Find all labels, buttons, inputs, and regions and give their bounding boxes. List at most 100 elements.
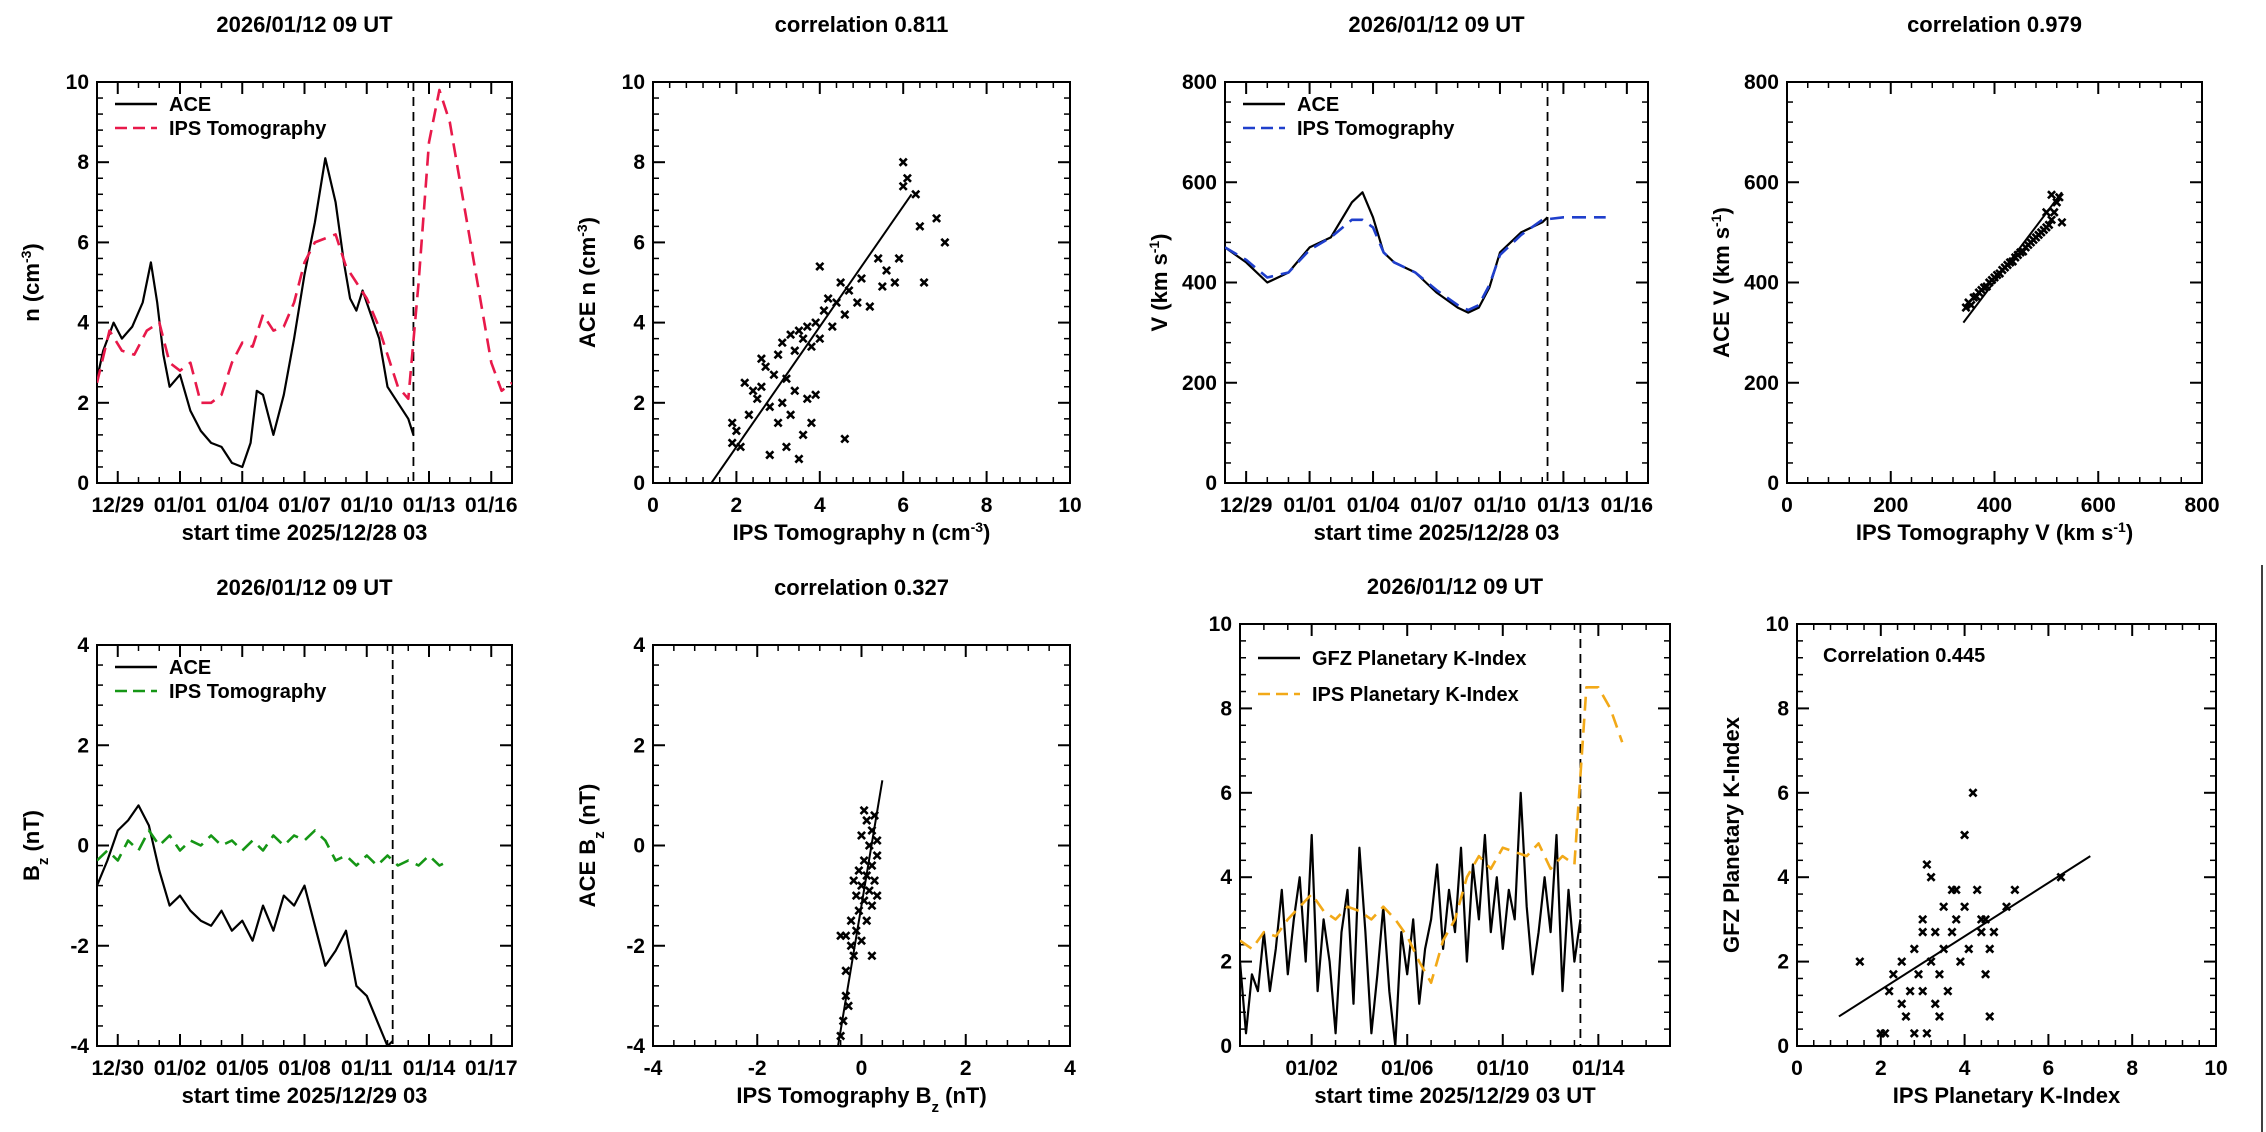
y-tick-label: 0 xyxy=(1205,472,1217,495)
data-point xyxy=(836,1031,846,1041)
x-tick-label: 10 xyxy=(2204,1057,2227,1080)
y-tick-label: 4 xyxy=(633,634,645,657)
data-point xyxy=(872,851,882,861)
x-tick-label: 01/16 xyxy=(1601,494,1654,517)
panel-3: 2026/01/12 09 UT 0 200 400 600 800 12/29 01/01 0… xyxy=(1146,12,1653,545)
x-tick-label: 4 xyxy=(1959,1057,1971,1080)
x-tick-label: 12/29 xyxy=(91,494,144,517)
data-point xyxy=(1939,902,1949,912)
data-point xyxy=(873,253,883,263)
y-tick-label: 8 xyxy=(633,151,645,174)
y-tick-label: 400 xyxy=(1182,272,1217,295)
data-point xyxy=(849,876,859,886)
data-point xyxy=(1901,1011,1911,1021)
x-tick-label: 8 xyxy=(2126,1057,2138,1080)
data-point xyxy=(898,157,908,167)
panel-title: 2026/01/12 09 UT xyxy=(216,12,393,37)
x-tick-label: -4 xyxy=(644,1057,663,1080)
x-axis-label: start time 2025/12/29 03 xyxy=(182,1083,428,1108)
plot-area xyxy=(1240,624,1624,1046)
data-point xyxy=(777,398,787,408)
panel-4: correlation 0.979 0 200 400 600 800 0 200 400 600… xyxy=(1708,12,2220,545)
data-point xyxy=(1930,927,1940,937)
data-point xyxy=(1918,986,1928,996)
data-point xyxy=(1972,885,1982,895)
regression-line xyxy=(710,193,913,483)
legend-label: GFZ Planetary K-Index xyxy=(1312,648,1527,670)
data-point xyxy=(1880,1028,1890,1038)
data-point xyxy=(1918,927,1928,937)
x-tick-label: -2 xyxy=(748,1057,767,1080)
data-point xyxy=(806,418,816,428)
data-point xyxy=(841,931,851,941)
data-point xyxy=(846,941,856,951)
data-point xyxy=(846,916,856,926)
x-tick-label: 12/30 xyxy=(91,1057,144,1080)
y-tick-label: 2 xyxy=(77,392,89,415)
y-tick-label: 10 xyxy=(1766,613,1789,636)
x-tick-label: 0 xyxy=(856,1057,868,1080)
y-tick-label: 6 xyxy=(77,231,89,254)
data-point xyxy=(744,410,754,420)
x-tick-label: 01/01 xyxy=(1283,494,1336,517)
data-point xyxy=(859,805,869,815)
y-axis-label: GFZ Planetary K-Index xyxy=(1719,716,1744,953)
x-tick-label: 01/06 xyxy=(1381,1057,1434,1080)
data-point xyxy=(940,237,950,247)
panel-6: correlation 0.327 -4 -2 0 2 4 -4 -2 0 2 4 IPS Tomog… xyxy=(575,575,1076,1116)
data-point xyxy=(819,306,829,316)
data-point xyxy=(870,810,880,820)
y-tick-label: 0 xyxy=(1767,472,1779,495)
data-point xyxy=(872,835,882,846)
panel-title: 2026/01/12 09 UT xyxy=(216,575,393,600)
y-axis-label: ACE n (cm-3) xyxy=(574,217,600,348)
data-point xyxy=(1884,986,1894,996)
x-tick-label: 01/01 xyxy=(154,494,207,517)
data-point xyxy=(877,281,887,292)
x-tick-label: 01/07 xyxy=(1410,494,1463,517)
y-tick-label: 2 xyxy=(1220,951,1232,974)
x-tick-label: 0 xyxy=(1791,1057,1803,1080)
x-tick-label: 2 xyxy=(1875,1057,1887,1080)
panel-title: correlation 0.811 xyxy=(775,12,949,37)
data-point xyxy=(823,294,833,304)
x-tick-label: 12/29 xyxy=(1220,494,1273,517)
data-point xyxy=(841,991,851,1001)
data-point xyxy=(867,951,877,961)
y-tick-label: -2 xyxy=(70,935,89,958)
data-point xyxy=(1926,872,1936,882)
data-point xyxy=(769,370,779,380)
regression-line xyxy=(1838,855,2091,1018)
data-point xyxy=(777,338,787,348)
x-axis-label: start time 2025/12/28 03 xyxy=(182,520,428,545)
y-tick-label: 800 xyxy=(1182,71,1217,94)
x-tick-label: 01/07 xyxy=(278,494,331,517)
x-tick-label: 01/14 xyxy=(1572,1057,1625,1080)
data-point xyxy=(781,442,791,452)
data-point xyxy=(761,362,771,372)
data-point xyxy=(1888,969,1898,979)
x-tick-label: 2 xyxy=(960,1057,972,1080)
legend-label: ACE xyxy=(169,657,211,679)
data-point xyxy=(802,322,812,332)
panel-title: correlation 0.979 xyxy=(1907,12,2082,37)
data-point xyxy=(1909,944,1919,954)
x-tick-label: 4 xyxy=(814,494,826,517)
data-point xyxy=(827,322,837,332)
x-axis-label: start time 2025/12/29 03 UT xyxy=(1314,1083,1596,1108)
x-tick-label: 8 xyxy=(981,494,993,517)
data-point xyxy=(790,346,800,356)
y-tick-label: 0 xyxy=(77,835,89,858)
legend-label: IPS Tomography xyxy=(169,681,327,703)
data-point xyxy=(1909,1028,1919,1038)
y-axis-label: V (km s-1) xyxy=(1146,233,1172,331)
y-axis-label: n (cm-3) xyxy=(18,243,44,321)
data-point xyxy=(865,302,875,312)
data-point xyxy=(1989,927,1999,937)
plot-area xyxy=(710,157,950,483)
plot-frame xyxy=(96,644,513,1047)
x-tick-label: 600 xyxy=(2081,494,2116,517)
plot-area xyxy=(97,645,451,1046)
y-tick-label: 600 xyxy=(1182,171,1217,194)
plot-frame xyxy=(652,644,1071,1047)
